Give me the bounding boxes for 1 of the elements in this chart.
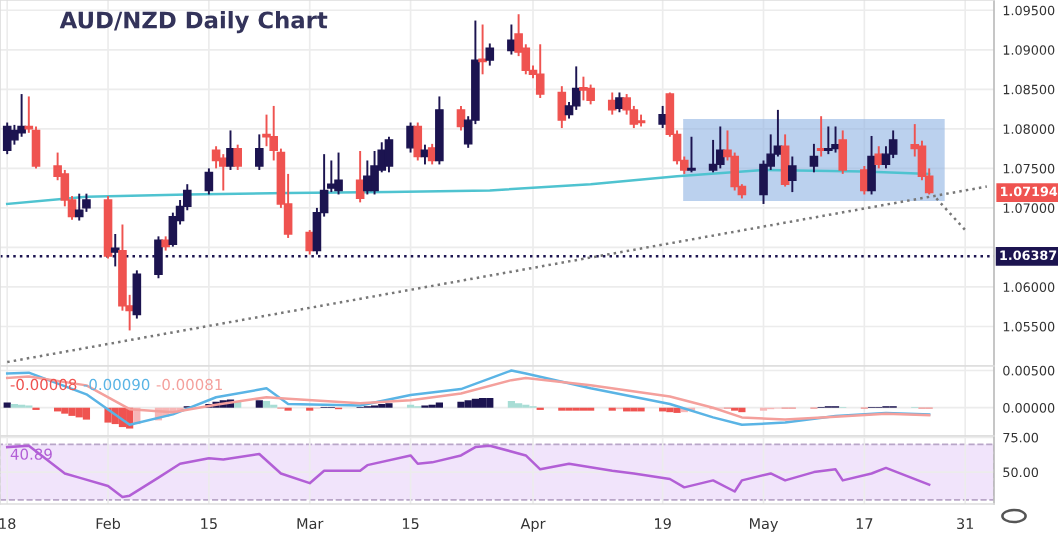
chart-title: AUD/NZD Daily Chart (59, 10, 328, 34)
